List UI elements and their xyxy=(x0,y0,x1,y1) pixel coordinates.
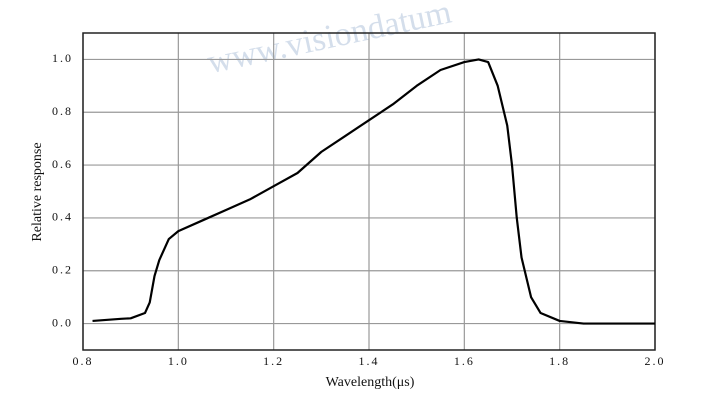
x-tick-label: 1.0 xyxy=(168,354,189,368)
y-tick-label: 0.0 xyxy=(52,315,73,329)
data-line xyxy=(92,58,655,325)
x-tick-label: 1.4 xyxy=(359,354,380,368)
y-tick-label: 1.0 xyxy=(52,51,73,65)
x-tick-label: 0.8 xyxy=(73,354,94,368)
x-tick-label: 1.8 xyxy=(549,354,570,368)
x-tick-label: 1.6 xyxy=(454,354,475,368)
watermark: www.visiondatum xyxy=(204,0,454,81)
x-axis-label: Wavelength(μs) xyxy=(326,375,415,390)
y-tick-label: 0.4 xyxy=(52,210,73,224)
plot-frame xyxy=(82,32,656,351)
y-tick-label: 0.6 xyxy=(52,157,73,171)
x-tick-label: 1.2 xyxy=(263,354,284,368)
y-tick-label: 0.8 xyxy=(52,104,73,118)
x-tick-label: 2.0 xyxy=(645,354,666,368)
y-tick-label: 0.2 xyxy=(52,263,73,277)
y-axis-label: Relative response xyxy=(30,142,45,241)
